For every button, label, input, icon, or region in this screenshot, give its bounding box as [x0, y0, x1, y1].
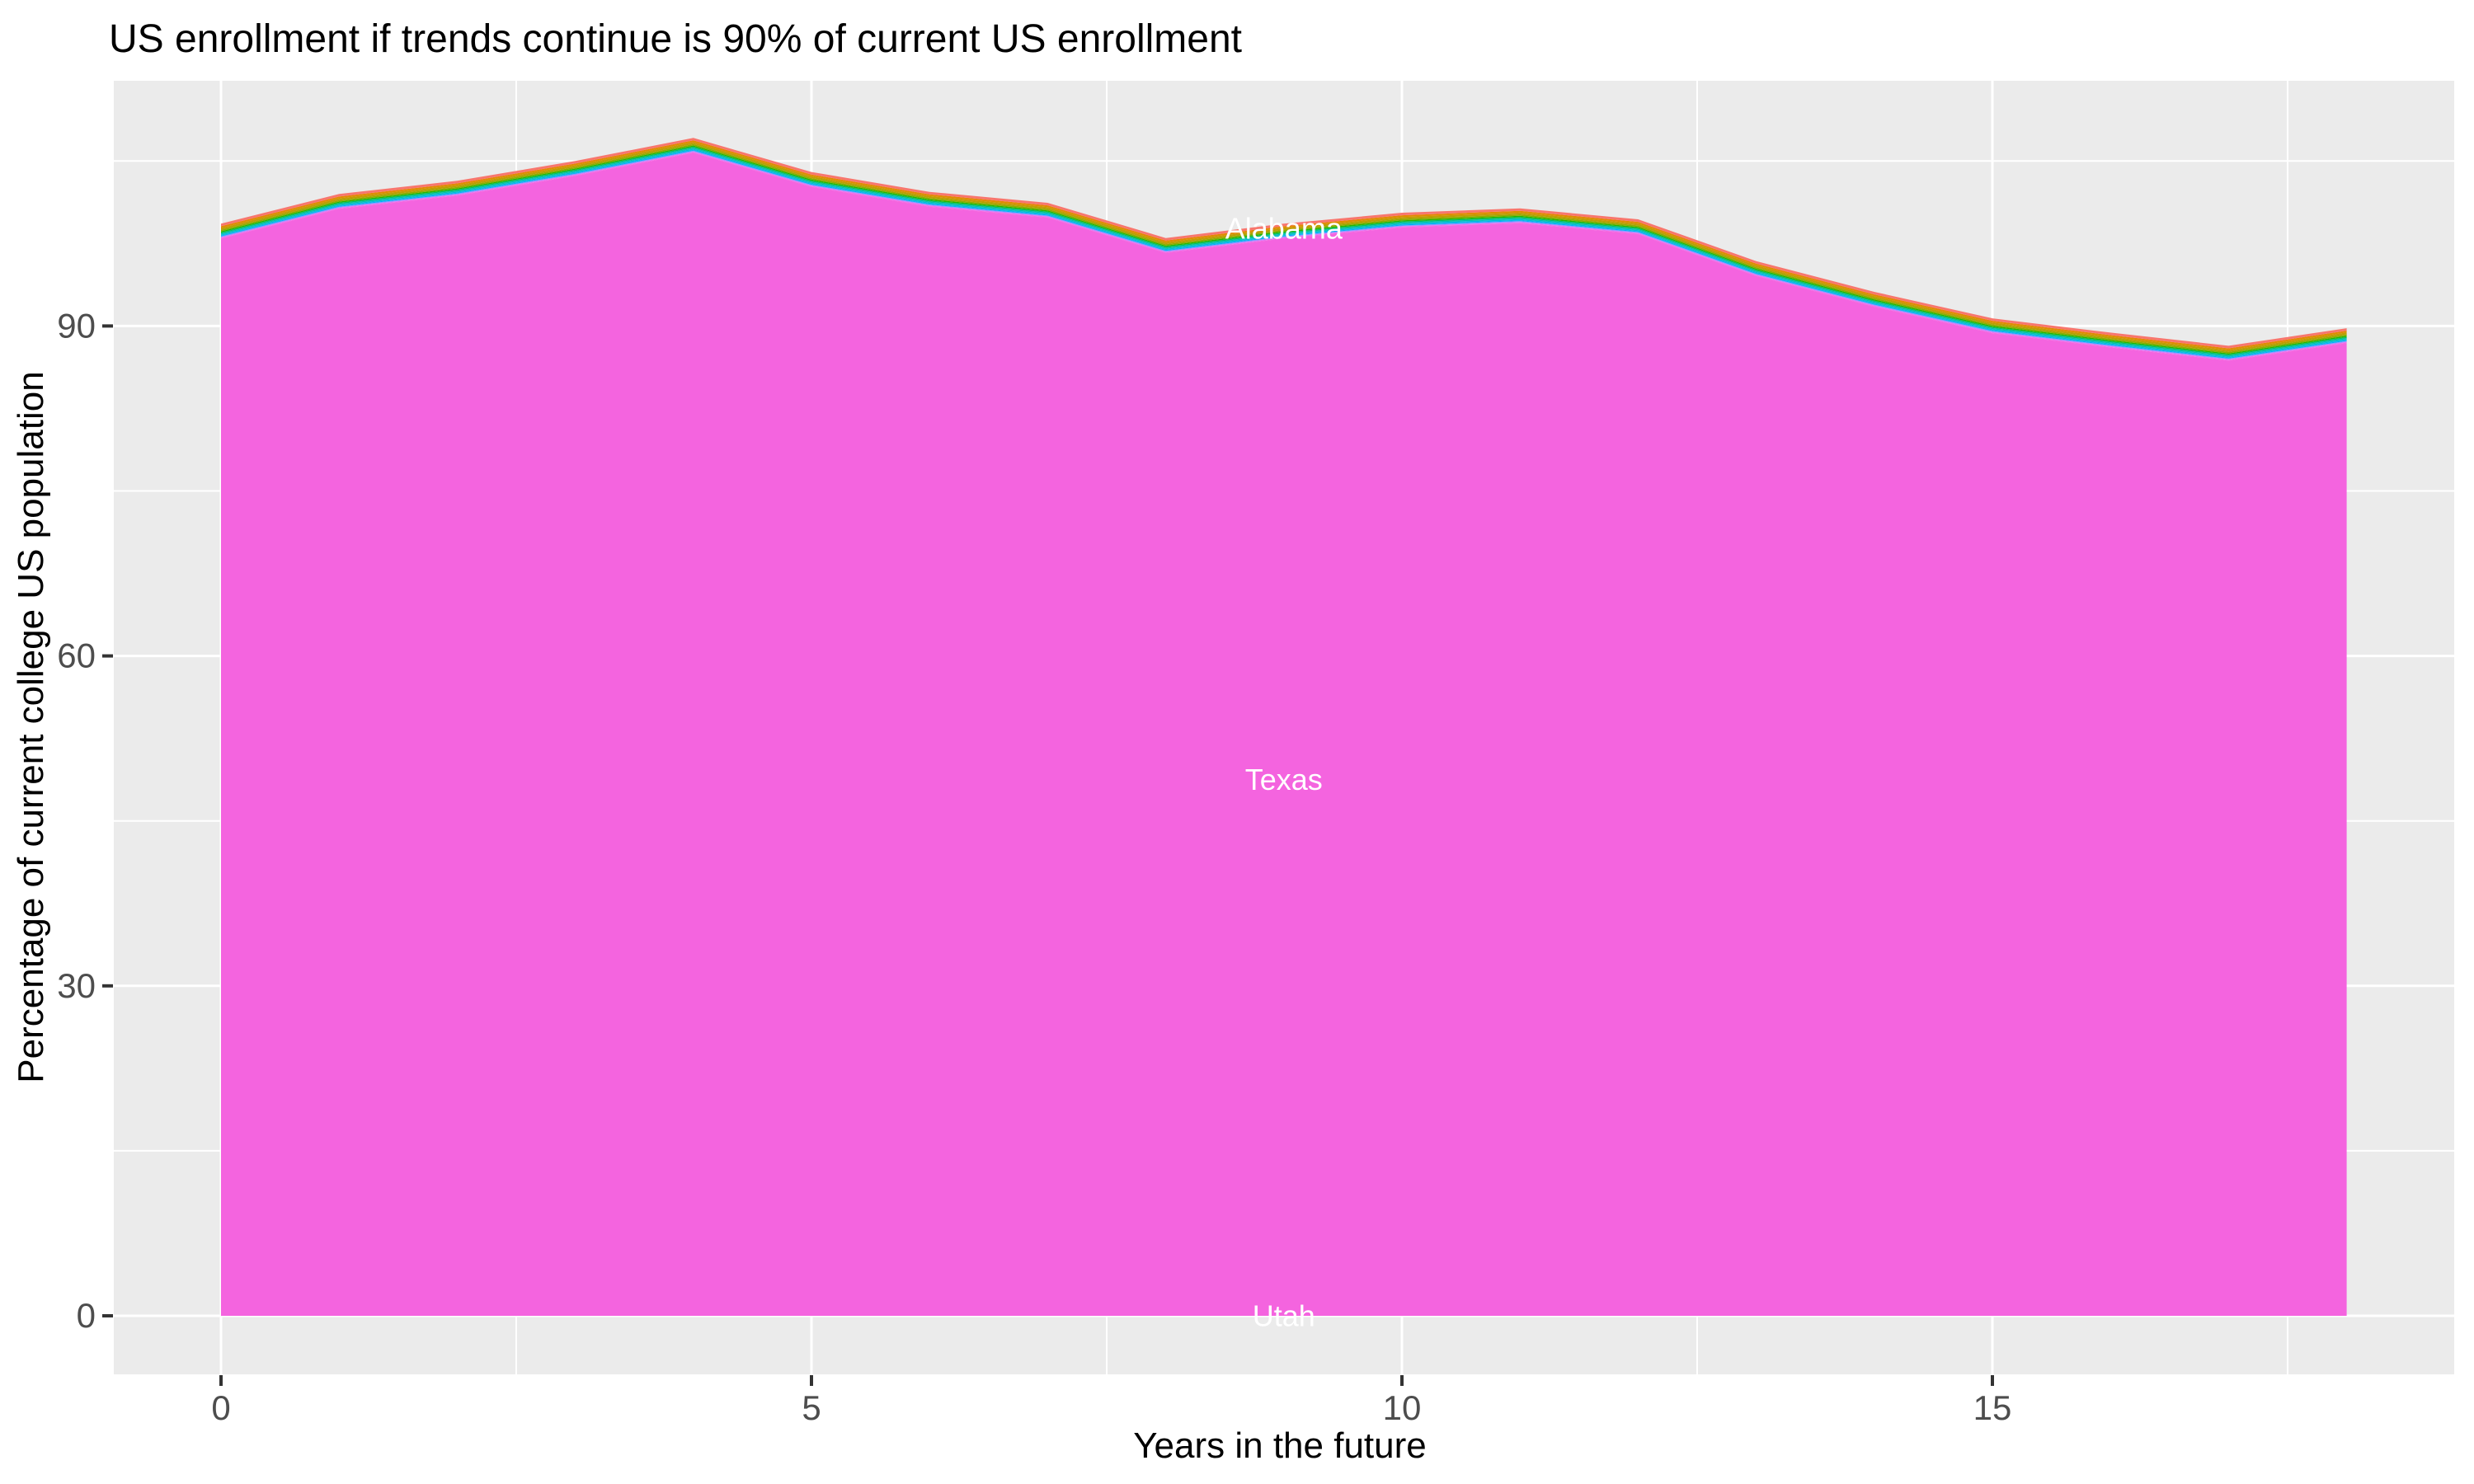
tick-layer: 0 5 10 15 0 30 60 90: [57, 306, 2011, 1427]
state-area-label: Utah: [1253, 1298, 1315, 1332]
y-axis-tick-label: 60: [57, 636, 96, 675]
y-axis-tick-label: 0: [77, 1296, 96, 1335]
area-layer: [221, 138, 2347, 1316]
x-axis-title: Years in the future: [1133, 1425, 1427, 1466]
plot-title: US enrollment if trends continue is 90% …: [109, 17, 1242, 61]
y-axis-tick-label: 90: [57, 306, 96, 345]
y-axis-title: Percentage of current college US populat…: [11, 371, 51, 1082]
x-axis-tick-label: 15: [1973, 1388, 2012, 1427]
state-area-label: Alabama: [1225, 212, 1343, 246]
area-label-layer: Alabama Texas Utah: [1225, 212, 1343, 1333]
x-axis-tick-label: 10: [1383, 1388, 1422, 1427]
area-texas: [221, 153, 2347, 1316]
state-area-label: Texas: [1245, 763, 1323, 796]
x-axis-tick-label: 0: [211, 1388, 230, 1427]
x-axis-tick-label: 5: [802, 1388, 821, 1427]
y-axis-tick-label: 30: [57, 966, 96, 1005]
